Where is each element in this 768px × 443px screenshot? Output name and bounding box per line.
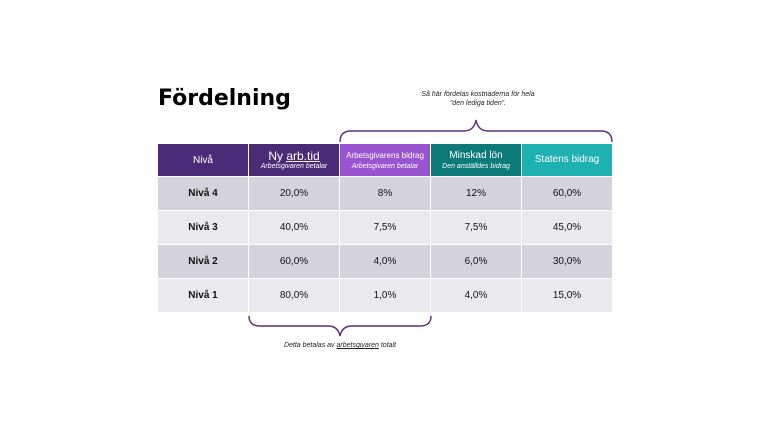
cell-reduced: 6,0%	[430, 244, 522, 279]
header-new-hours-underlined: arb.tid	[286, 148, 320, 163]
cell-employer: 4,0%	[339, 244, 431, 279]
top-annotation-line1: Så här fördelas kostnaderna för hela	[421, 91, 535, 98]
cell-state: 15,0%	[521, 278, 613, 313]
bottom-annotation-before: Detta betalas av	[283, 342, 337, 349]
distribution-table: Nivå Ny arb.tid Arbetsgivaren betalar Ar…	[158, 144, 613, 313]
header-reduced-pay: Minskad lön Den anställdes bidrag	[430, 144, 522, 177]
table-row: Nivå 1 80,0% 1,0% 4,0% 15,0%	[158, 278, 613, 313]
cell-new-hours: 80,0%	[248, 278, 340, 313]
bottom-annotation-underlined: arbetsgivaren	[336, 342, 379, 349]
table-row: Nivå 4 20,0% 8% 12% 60,0%	[158, 176, 613, 211]
header-new-hours-label: Ny arb.tid	[249, 150, 339, 162]
row-level: Nivå 1	[158, 278, 249, 313]
row-level: Nivå 4	[158, 176, 249, 211]
cell-employer: 7,5%	[339, 210, 431, 245]
row-level: Nivå 3	[158, 210, 249, 245]
cell-state: 60,0%	[521, 176, 613, 211]
row-level: Nivå 2	[158, 244, 249, 279]
header-employer-sub: Arbetsgivaren betalar	[351, 162, 419, 170]
cell-state: 45,0%	[521, 210, 613, 245]
header-new-hours-sub: Arbetsgivaren betalar	[260, 162, 328, 170]
cell-employer: 8%	[339, 176, 431, 211]
header-new-hours: Ny arb.tid Arbetsgivaren betalar	[248, 144, 340, 177]
cell-reduced: 12%	[430, 176, 522, 211]
top-annotation: Så här fördelas kostnaderna för hela ”de…	[383, 90, 573, 108]
top-brace	[339, 119, 613, 143]
table-header-row: Nivå Ny arb.tid Arbetsgivaren betalar Ar…	[158, 144, 613, 177]
bottom-annotation: Detta betalas av arbetsgivaren totalt	[235, 342, 445, 349]
cell-employer: 1,0%	[339, 278, 431, 313]
header-reduced-sub: Den anställdes bidrag	[442, 162, 510, 170]
cell-reduced: 4,0%	[430, 278, 522, 313]
cell-new-hours: 40,0%	[248, 210, 340, 245]
header-employer-label: Arbetsgivarens bidrag	[346, 150, 424, 160]
slide-title: Fördelning	[158, 86, 291, 111]
top-annotation-line2: ”den lediga tiden”.	[449, 100, 507, 107]
cell-new-hours: 60,0%	[248, 244, 340, 279]
header-reduced-label: Minskad lön	[449, 149, 503, 161]
header-state-label: Statens bidrag	[534, 154, 600, 165]
header-level-label: Nivå	[192, 154, 213, 166]
header-state-contribution: Statens bidrag	[521, 144, 613, 177]
cell-new-hours: 20,0%	[248, 176, 340, 211]
table-row: Nivå 3 40,0% 7,5% 7,5% 45,0%	[158, 210, 613, 245]
bottom-annotation-after: totalt	[378, 342, 397, 349]
header-employer-contribution: Arbetsgivarens bidrag Arbetsgivaren beta…	[339, 144, 431, 177]
table-row: Nivå 2 60,0% 4,0% 6,0% 30,0%	[158, 244, 613, 279]
header-level: Nivå	[158, 144, 249, 177]
cell-reduced: 7,5%	[430, 210, 522, 245]
header-new-hours-prefix: Ny	[268, 148, 287, 163]
cell-state: 30,0%	[521, 244, 613, 279]
bottom-brace	[248, 315, 432, 337]
